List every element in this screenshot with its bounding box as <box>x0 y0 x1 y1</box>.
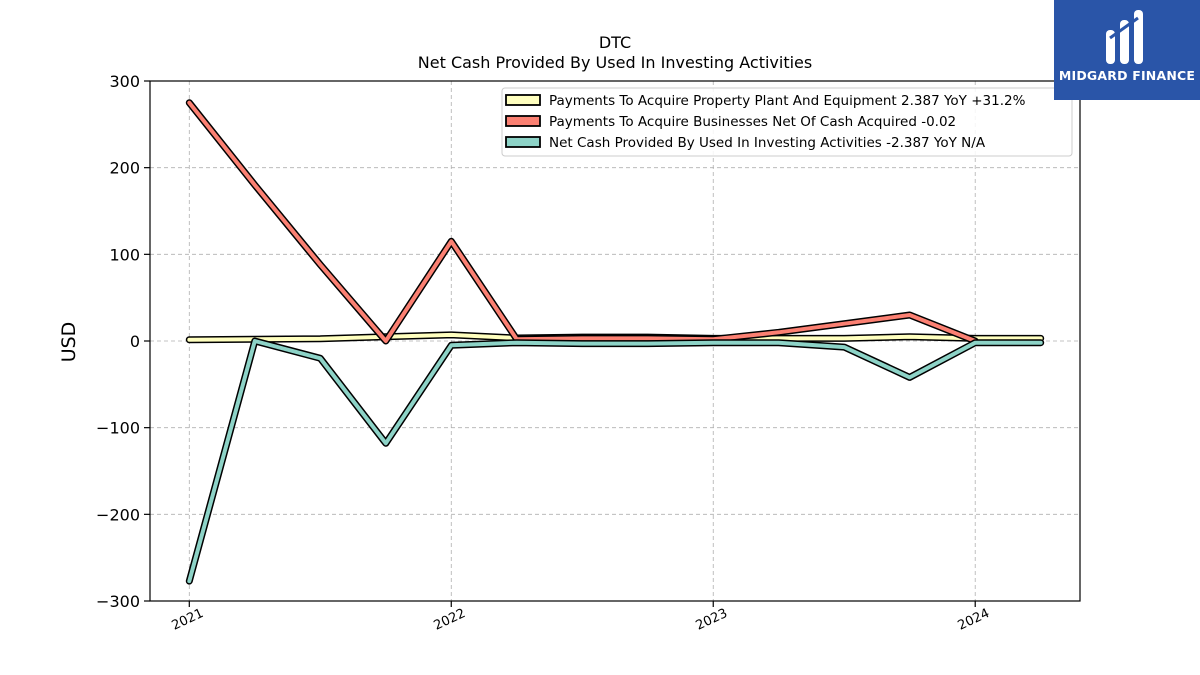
y-tick-label: 100 <box>109 245 140 264</box>
legend-label-1: Payments To Acquire Property Plant And E… <box>549 93 1026 109</box>
legend-label-2: Payments To Acquire Businesses Net Of Ca… <box>549 114 956 130</box>
x-tick-label: 2022 <box>432 606 468 634</box>
x-tick-label: 2024 <box>956 606 992 634</box>
y-tick-label: 300 <box>109 72 140 91</box>
y-tick-label: −100 <box>96 419 140 438</box>
legend: Payments To Acquire Property Plant And E… <box>501 87 1073 157</box>
series-line-2 <box>187 100 978 343</box>
series-layer <box>185 99 1045 585</box>
x-axis: 2021 2022 2023 2024 <box>170 601 992 634</box>
chart-subtitle: Net Cash Provided By Used In Investing A… <box>418 53 812 72</box>
y-tick-label: 0 <box>130 332 140 351</box>
legend-box <box>501 87 1073 157</box>
y-tick-label: −300 <box>96 592 140 611</box>
legend-swatch-1 <box>505 94 541 106</box>
y-axis-label: USD <box>58 322 80 363</box>
legend-swatch-3 <box>505 136 541 148</box>
y-axis: 300 200 100 0 −100 −200 −300 <box>96 72 150 611</box>
y-tick-label: 200 <box>109 159 140 178</box>
logo-text: MIDGARD FINANCE <box>1058 68 1196 83</box>
x-tick-label: 2021 <box>170 606 206 634</box>
legend-label-3: Net Cash Provided By Used In Investing A… <box>549 135 986 151</box>
y-tick-label: −200 <box>96 505 140 524</box>
x-tick-label: 2023 <box>694 606 730 634</box>
series-line-3 <box>187 339 1043 584</box>
logo-mark-icon <box>1106 10 1143 64</box>
chart-title: DTC <box>599 33 631 52</box>
brand-logo: MIDGARD FINANCE <box>1054 0 1200 100</box>
legend-swatch-2 <box>505 115 541 127</box>
